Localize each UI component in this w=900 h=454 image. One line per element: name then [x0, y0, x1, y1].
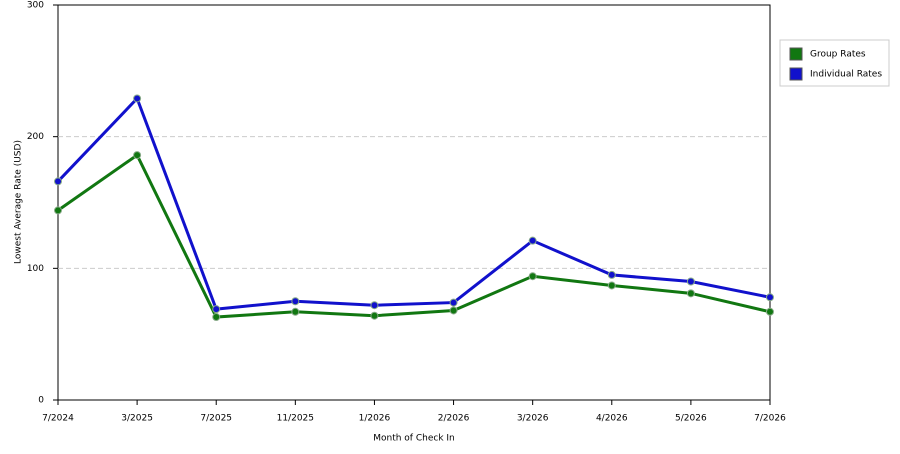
point [370, 301, 379, 310]
series-line [56, 95, 771, 311]
x-tick-label: 5/2026 [675, 414, 707, 424]
legend-label: Group Rates [810, 50, 866, 60]
point [528, 272, 537, 281]
legend-swatch [789, 47, 803, 61]
point [291, 297, 300, 306]
legend-label: Individual Rates [810, 70, 882, 80]
point [54, 177, 62, 186]
point [54, 206, 62, 215]
x-tick-label: 7/2024 [42, 414, 74, 424]
y-axis-label: Lowest Average Rate (USD) [14, 140, 24, 264]
point [686, 289, 695, 298]
point [528, 236, 537, 245]
point [212, 313, 221, 322]
point [449, 298, 458, 307]
y-tick-label: 300 [27, 1, 44, 11]
point [607, 270, 616, 279]
x-tick-label: 1/2026 [359, 414, 391, 424]
point [449, 306, 458, 315]
x-tick-label: 7/2026 [754, 414, 786, 424]
point [607, 281, 616, 290]
x-tick-label: 3/2025 [121, 414, 153, 424]
plot-frame [57, 4, 771, 401]
x-tick-label: 3/2026 [517, 414, 549, 424]
point [133, 151, 142, 160]
y-tick-label: 0 [38, 396, 44, 406]
x-tick-label: 2/2026 [438, 414, 470, 424]
point [766, 293, 774, 302]
x-tick-label: 7/2025 [200, 414, 232, 424]
point [212, 305, 221, 314]
x-tick-label: 11/2025 [277, 414, 314, 424]
legend-swatch [789, 67, 803, 81]
y-tick-label: 200 [27, 132, 44, 142]
point [370, 311, 379, 320]
x-tick-label: 4/2026 [596, 414, 628, 424]
series-line [57, 152, 771, 319]
x-axis-label: Month of Check In [373, 434, 455, 444]
point [133, 94, 142, 103]
point [291, 307, 300, 316]
point [766, 307, 774, 316]
y-tick-label: 100 [27, 264, 44, 274]
point [686, 277, 695, 286]
